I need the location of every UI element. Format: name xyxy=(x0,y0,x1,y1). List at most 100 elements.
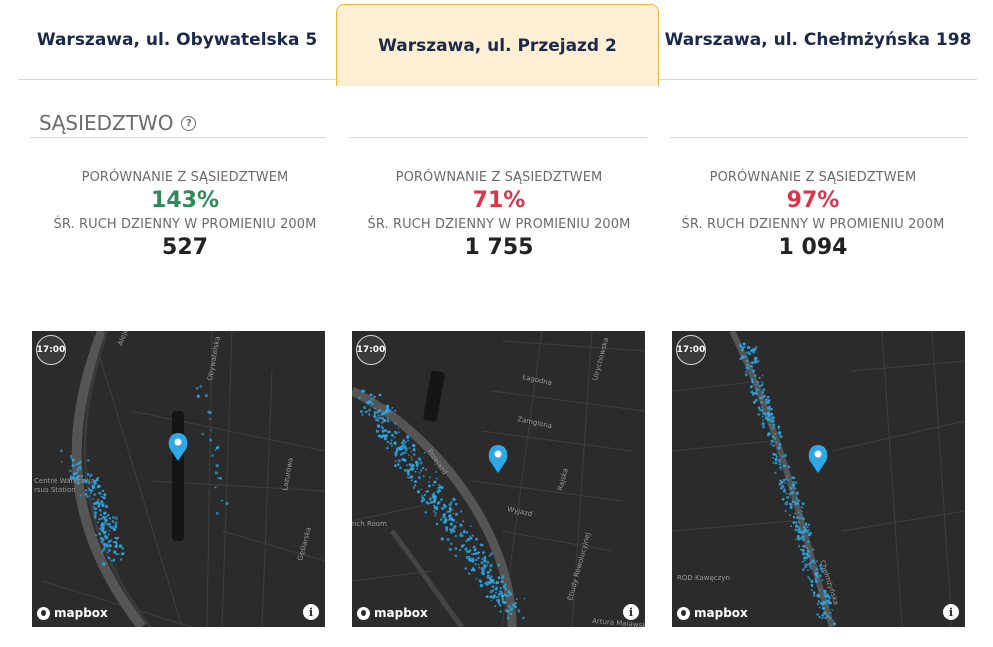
compare-label: PORÓWNANIE Z SĄSIEDZTWEM xyxy=(395,170,603,185)
traffic-dot xyxy=(89,475,92,478)
traffic-dot xyxy=(91,485,96,490)
tab-chelmzynska[interactable]: Warszawa, ul. Chełmżyńska 198 xyxy=(664,30,972,50)
traffic-dot xyxy=(107,556,110,559)
traffic-dot xyxy=(453,525,457,528)
info-icon[interactable]: i xyxy=(623,604,639,620)
svg-text:Wyjazd: Wyjazd xyxy=(507,505,533,518)
info-icon[interactable]: i xyxy=(943,604,959,620)
traffic-dot xyxy=(429,500,434,504)
traffic-dot xyxy=(795,538,797,541)
stats-column-1: PORÓWNANIE Z SĄSIEDZTWEM 143% ŚR. RUCH D… xyxy=(35,170,335,260)
traffic-dot xyxy=(497,576,501,580)
traffic-dot xyxy=(792,515,796,519)
traffic-dot xyxy=(810,584,814,587)
traffic-dot xyxy=(475,577,478,580)
traffic-dot xyxy=(486,561,490,564)
traffic-dot xyxy=(83,478,87,482)
traffic-dot xyxy=(86,473,90,476)
traffic-dot xyxy=(423,451,426,454)
traffic-dot xyxy=(807,528,810,531)
traffic-dot xyxy=(412,448,416,452)
traffic-dot xyxy=(103,493,107,497)
traffic-dot xyxy=(372,399,374,401)
traffic-dot xyxy=(113,550,117,554)
traffic-dot xyxy=(433,480,437,484)
time-badge[interactable]: 17:00 xyxy=(676,335,706,365)
map-chelmzynska[interactable]: ROD Kawęczyn Chełmżyńska 17:00 mapbox i xyxy=(672,331,965,627)
traffic-dot xyxy=(422,466,425,470)
traffic-dot xyxy=(361,389,365,393)
traffic-dot xyxy=(818,615,821,619)
traffic-dot xyxy=(781,455,784,458)
traffic-dot xyxy=(778,426,781,429)
traffic-dot xyxy=(477,563,480,566)
traffic-dot xyxy=(814,578,817,581)
svg-text:Rajska: Rajska xyxy=(556,467,570,491)
traffic-dot xyxy=(209,438,212,441)
divider xyxy=(349,137,647,138)
traffic-dot xyxy=(215,511,219,515)
traffic-dot xyxy=(98,508,102,512)
traffic-dot xyxy=(801,517,805,521)
traffic-dot xyxy=(500,580,503,583)
traffic-dot xyxy=(69,477,73,480)
svg-text:Łagodna: Łagodna xyxy=(521,373,553,387)
traffic-dot xyxy=(815,571,819,575)
traffic-dot xyxy=(761,422,765,426)
traffic-dot xyxy=(394,409,397,412)
traffic-dot xyxy=(446,538,450,541)
traffic-dot xyxy=(434,514,436,517)
traffic-dot xyxy=(786,492,788,495)
svg-text:Centre Warszawa: Centre Warszawa xyxy=(34,477,95,485)
traffic-dot xyxy=(408,447,411,449)
traffic-dot xyxy=(101,504,104,507)
traffic-dot xyxy=(755,388,759,391)
traffic-dot xyxy=(69,469,72,473)
map-przejazd[interactable]: Łagodna Ulrychowska Zamglona Rajska Wyja… xyxy=(352,331,645,627)
traffic-dot xyxy=(752,350,756,354)
traffic-dot xyxy=(114,546,116,548)
question-circle-icon[interactable]: ? xyxy=(181,115,197,131)
traffic-dot xyxy=(797,545,801,548)
traffic-dot xyxy=(72,472,76,476)
mapbox-logo[interactable]: mapbox xyxy=(37,606,108,620)
traffic-dot xyxy=(815,574,819,578)
compare-value: 143% xyxy=(151,188,219,213)
traffic-dot xyxy=(195,386,199,390)
time-badge[interactable]: 17:00 xyxy=(36,335,66,365)
mapbox-logo[interactable]: mapbox xyxy=(357,606,428,620)
traffic-dot xyxy=(97,504,101,508)
tab-przejazd[interactable]: Warszawa, ul. Przejazd 2 xyxy=(336,4,659,86)
traffic-dot xyxy=(465,550,469,553)
traffic-dot xyxy=(816,613,819,616)
traffic-dot xyxy=(408,454,410,457)
traffic-dot xyxy=(452,508,454,511)
traffic-dot xyxy=(101,529,104,532)
traffic-dot xyxy=(210,411,212,414)
traffic-dot xyxy=(772,456,774,459)
mapbox-logo[interactable]: mapbox xyxy=(677,606,748,620)
traffic-dot xyxy=(772,462,775,464)
traffic-dot xyxy=(60,449,63,453)
traffic-dot xyxy=(408,476,411,479)
traffic-dot xyxy=(114,521,118,525)
traffic-dot xyxy=(214,486,217,489)
traffic-dot xyxy=(463,529,466,533)
traffic-dot xyxy=(751,380,754,384)
tab-obywatelska[interactable]: Warszawa, ul. Obywatelska 5 xyxy=(36,30,318,50)
traffic-dot xyxy=(103,511,107,515)
traffic-dot xyxy=(70,458,73,460)
traffic-dot xyxy=(104,530,107,533)
info-icon[interactable]: i xyxy=(303,604,319,620)
traffic-dot xyxy=(380,435,384,439)
section-title: SĄSIEDZTWO ? xyxy=(39,111,197,135)
traffic-dot xyxy=(214,449,217,452)
traffic-dot xyxy=(407,439,409,442)
traffic-dot xyxy=(460,544,464,548)
traffic-dot xyxy=(112,558,116,562)
map-obywatelska[interactable]: Aleje Obywatelska Lazurowa Gęślarska Cen… xyxy=(32,331,325,627)
traffic-dot xyxy=(500,594,505,598)
traffic-dot xyxy=(761,391,765,394)
time-badge[interactable]: 17:00 xyxy=(356,335,386,365)
traffic-dot xyxy=(384,434,388,438)
